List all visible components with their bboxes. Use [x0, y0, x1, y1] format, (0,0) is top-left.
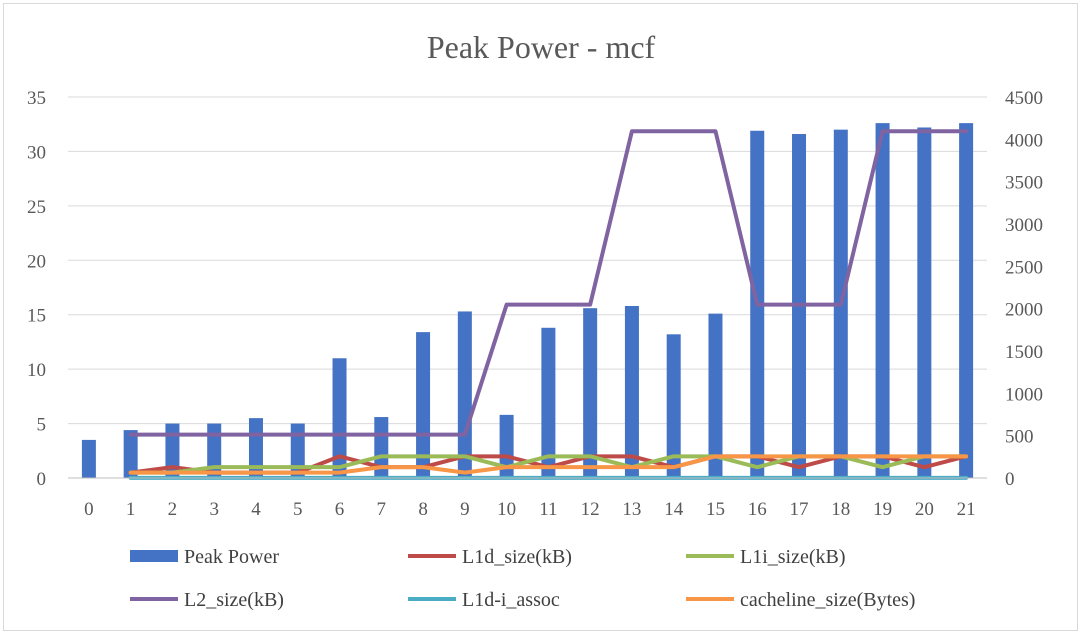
legend-label: L2_size(kB)	[184, 589, 284, 611]
x-tick-label: 18	[831, 499, 850, 520]
x-tick-label: 10	[497, 499, 516, 520]
y-right-tick-label: 4500	[1005, 88, 1043, 109]
bar-peak-power	[290, 423, 305, 478]
x-tick-label: 0	[84, 499, 94, 520]
x-tick-label: 16	[748, 499, 767, 520]
y-right-tick-label: 0	[1005, 469, 1015, 490]
bar-peak-power	[666, 334, 681, 478]
legend: Peak Power L1d_size(kB) L1i_size(kB) L2_siz…	[130, 546, 915, 611]
bar-peak-power	[457, 311, 472, 478]
y-left-tick-label: 20	[27, 251, 46, 272]
y-left-tick-label: 25	[27, 197, 46, 218]
y-left-tick-label: 35	[27, 88, 46, 109]
x-tick-label: 4	[251, 499, 261, 520]
x-tick-label: 19	[873, 499, 892, 520]
x-tick-label: 13	[622, 499, 641, 520]
legend-label: L1d_size(kB)	[462, 546, 572, 568]
axes: 0510152025303505001000150020002500300035…	[27, 88, 1043, 520]
y-left-tick-label: 30	[27, 142, 46, 163]
x-tick-label: 12	[581, 499, 600, 520]
chart-frame	[3, 3, 1078, 631]
x-tick-label: 11	[539, 499, 557, 520]
x-tick-label: 15	[706, 499, 725, 520]
x-tick-label: 17	[790, 499, 809, 520]
x-tick-label: 6	[335, 499, 345, 520]
y-right-tick-label: 500	[1005, 427, 1034, 448]
line-l2-size-kb	[128, 129, 969, 437]
y-left-tick-label: 15	[27, 306, 46, 327]
y-right-tick-label: 2000	[1005, 300, 1043, 321]
bar-peak-power	[959, 123, 974, 478]
bar-peak-power	[332, 358, 347, 478]
bar-peak-power	[499, 414, 514, 478]
bar-series	[81, 123, 974, 479]
x-tick-label: 1	[126, 499, 136, 520]
y-right-tick-label: 1500	[1005, 342, 1043, 363]
line-cacheline-size-bytes	[128, 454, 969, 475]
bar-peak-power	[917, 127, 932, 478]
bar-peak-power	[624, 306, 639, 478]
bar-peak-power	[541, 327, 556, 478]
bar-peak-power	[374, 417, 389, 478]
legend-label: L1d-i_assoc	[462, 589, 560, 611]
x-tick-label: 21	[957, 499, 976, 520]
y-right-tick-label: 2500	[1005, 257, 1043, 278]
x-tick-label: 14	[664, 499, 684, 520]
x-tick-label: 20	[915, 499, 934, 520]
chart-title: Peak Power - mcf	[427, 29, 656, 65]
bar-peak-power	[123, 430, 138, 478]
y-right-tick-label: 4000	[1005, 130, 1043, 151]
x-tick-label: 8	[418, 499, 428, 520]
x-tick-label: 2	[168, 499, 178, 520]
y-right-tick-label: 3000	[1005, 215, 1043, 236]
bar-peak-power	[207, 423, 222, 478]
bar-peak-power	[416, 332, 431, 478]
x-tick-label: 5	[293, 499, 303, 520]
y-left-tick-label: 0	[37, 469, 47, 490]
y-right-tick-label: 1000	[1005, 384, 1043, 405]
bar-peak-power	[81, 439, 96, 478]
x-tick-label: 9	[460, 499, 470, 520]
gridlines	[68, 96, 987, 425]
x-tick-label: 7	[377, 499, 387, 520]
bar-peak-power	[583, 308, 598, 478]
y-left-tick-label: 10	[27, 360, 46, 381]
legend-swatch	[130, 550, 178, 562]
legend-label: L1i_size(kB)	[740, 546, 846, 568]
legend-label: cacheline_size(Bytes)	[740, 589, 915, 611]
legend-label: Peak Power	[184, 546, 279, 568]
y-right-tick-label: 3500	[1005, 173, 1043, 194]
y-left-tick-label: 5	[37, 415, 47, 436]
bar-peak-power	[708, 313, 723, 478]
x-tick-label: 3	[209, 499, 219, 520]
bar-peak-power	[165, 423, 180, 478]
bar-peak-power	[875, 123, 890, 478]
